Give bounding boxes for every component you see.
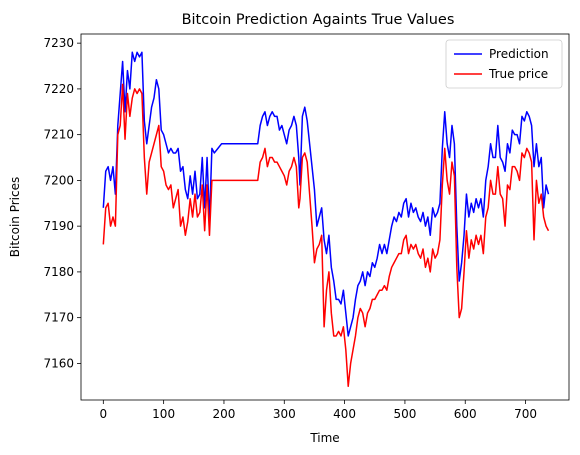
x-tick-label: 400	[333, 407, 356, 421]
y-tick-label: 7180	[43, 265, 74, 279]
series-line-true-price	[102, 83, 550, 388]
chart-title: Bitcoin Prediction Againts True Values	[182, 12, 455, 28]
x-tick-label: 200	[213, 407, 236, 421]
series-layer	[102, 51, 550, 388]
ticks-layer: 0 100 200 300 400 500 600 700 7160 7170 7180 7190 72…	[43, 36, 537, 421]
y-axis-label: Bitcoin Prices	[8, 177, 22, 258]
legend-label-true-price: True price	[488, 67, 548, 81]
legend-box	[445, 39, 563, 89]
x-tick-label: 500	[393, 407, 416, 421]
y-tick-label: 7230	[43, 36, 74, 50]
x-tick-label: 600	[454, 407, 477, 421]
y-tick-label: 7160	[43, 356, 74, 370]
x-tick-label: 0	[99, 407, 107, 421]
x-axis-label: Time	[309, 431, 339, 445]
x-tick-label: 700	[514, 407, 537, 421]
y-tick-label: 7210	[43, 128, 74, 142]
y-tick-label: 7190	[43, 219, 74, 233]
legend: Prediction True price	[445, 39, 563, 89]
y-tick-label: 7170	[43, 311, 74, 325]
plot-frame	[80, 33, 570, 401]
x-tick-label: 100	[152, 407, 175, 421]
y-tick-label: 7200	[43, 173, 74, 187]
y-tick-label: 7220	[43, 82, 74, 96]
x-tick-label: 300	[273, 407, 296, 421]
series-line-prediction	[102, 51, 550, 337]
legend-label-prediction: Prediction	[489, 47, 549, 61]
